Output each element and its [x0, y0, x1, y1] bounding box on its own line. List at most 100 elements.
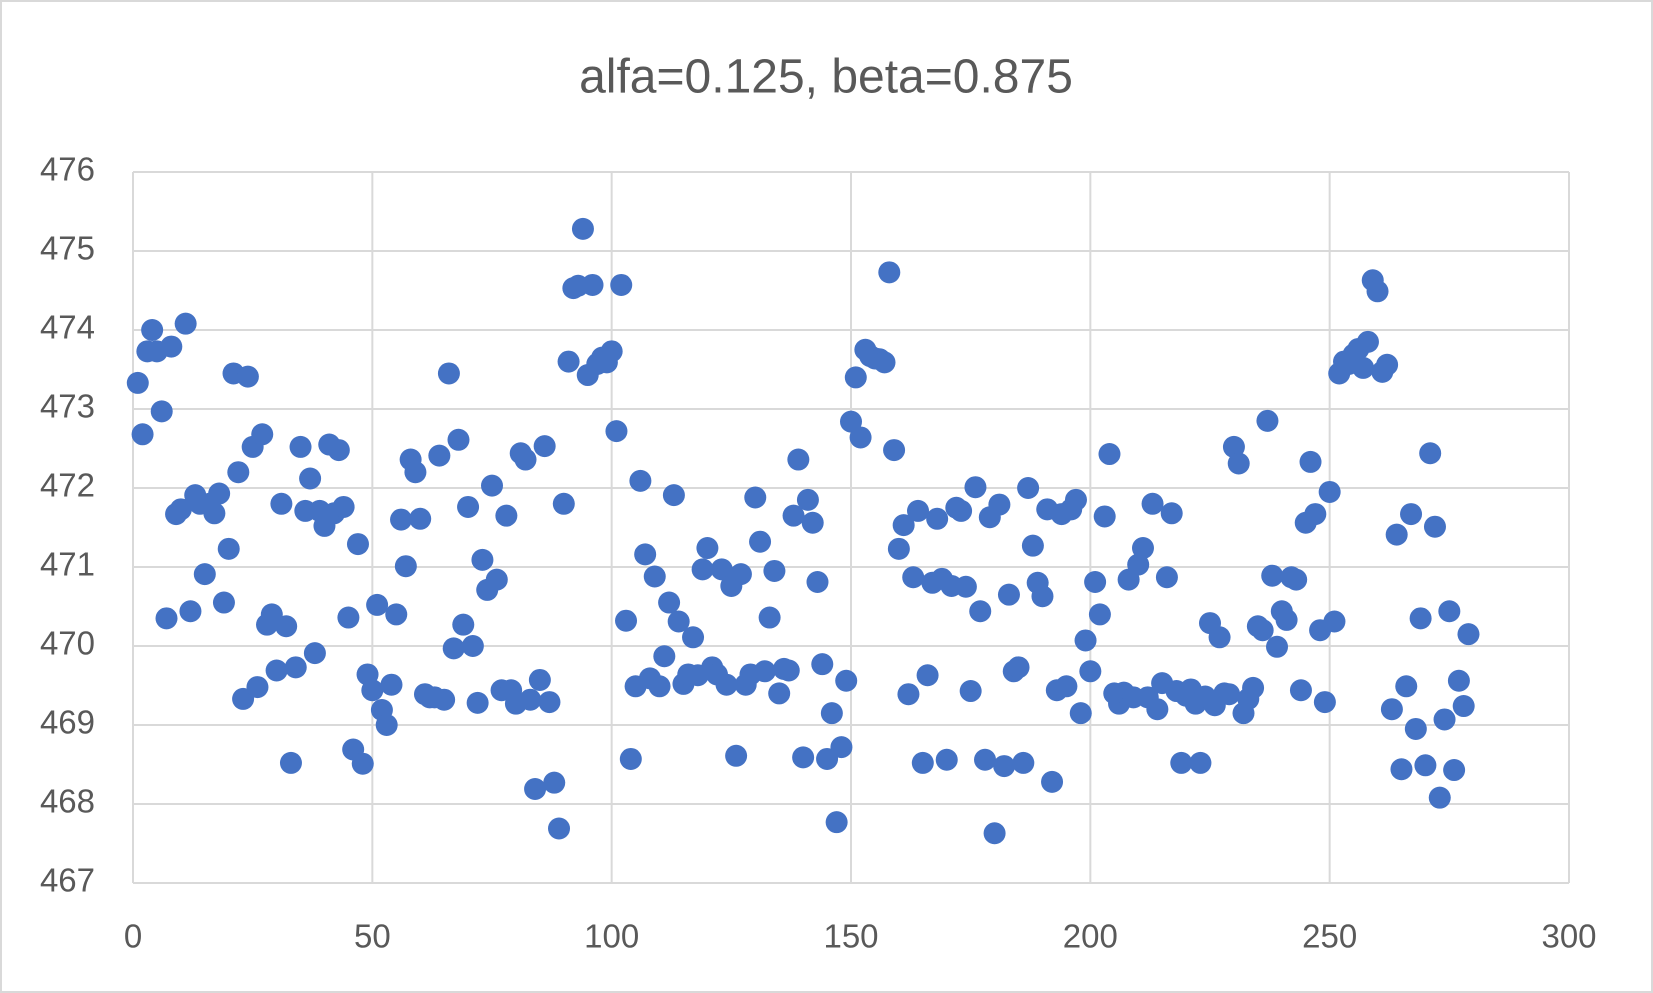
data-point — [806, 571, 829, 594]
data-point — [658, 591, 681, 614]
data-point — [820, 702, 843, 725]
data-point — [581, 273, 604, 296]
data-point — [1266, 635, 1289, 658]
data-point — [959, 680, 982, 703]
data-point — [1256, 409, 1279, 432]
data-point — [619, 747, 642, 770]
data-point — [744, 486, 767, 509]
data-point — [1438, 600, 1461, 623]
data-point — [887, 537, 910, 560]
data-point — [1131, 537, 1154, 560]
data-point — [1098, 443, 1121, 466]
data-point — [1304, 503, 1327, 526]
data-point — [351, 752, 374, 775]
data-point — [169, 498, 192, 521]
data-point — [1299, 450, 1322, 473]
data-point — [548, 817, 571, 840]
y-tick-label: 472 — [40, 467, 95, 504]
data-point — [911, 751, 934, 774]
data-point — [749, 530, 772, 553]
data-point — [1218, 683, 1241, 706]
data-point — [768, 682, 791, 705]
data-point — [1376, 353, 1399, 376]
data-point — [447, 428, 470, 451]
data-point — [442, 637, 465, 660]
data-point — [969, 600, 992, 623]
data-point — [279, 751, 302, 774]
data-point — [715, 673, 738, 696]
data-point — [667, 610, 690, 633]
data-point — [696, 537, 719, 560]
y-tick-label: 469 — [40, 704, 95, 741]
data-point — [974, 748, 997, 771]
data-point — [1160, 502, 1183, 525]
data-point — [1380, 698, 1403, 721]
y-tick-label: 471 — [40, 546, 95, 583]
data-point — [337, 606, 360, 629]
data-point — [1452, 695, 1475, 718]
data-point — [835, 669, 858, 692]
data-point — [1428, 786, 1451, 809]
data-point — [385, 603, 408, 626]
data-point — [1400, 503, 1423, 526]
data-point — [1423, 515, 1446, 538]
data-point — [1419, 442, 1442, 465]
y-tick-label: 476 — [40, 151, 95, 188]
y-tick-label: 470 — [40, 625, 95, 662]
data-point — [615, 609, 638, 632]
data-point — [155, 607, 178, 630]
data-point — [993, 755, 1016, 778]
y-tick-label: 475 — [40, 230, 95, 267]
data-point — [782, 504, 805, 527]
data-point — [390, 508, 413, 531]
data-point — [610, 273, 633, 296]
data-point — [126, 371, 149, 394]
data-point — [691, 558, 714, 581]
data-point — [605, 420, 628, 443]
data-point — [1074, 629, 1097, 652]
data-point — [270, 492, 293, 515]
data-point — [1433, 708, 1456, 731]
data-point — [662, 484, 685, 507]
data-point — [346, 533, 369, 556]
data-point — [452, 613, 475, 636]
data-point — [428, 444, 451, 467]
data-point — [1127, 553, 1150, 576]
data-point — [1352, 356, 1375, 379]
data-point — [481, 474, 503, 497]
chart-title: alfa=0.125, beta=0.875 — [579, 51, 1073, 104]
data-point — [997, 583, 1020, 606]
data-point — [514, 448, 537, 471]
data-point — [1189, 751, 1212, 774]
data-point — [1313, 691, 1336, 714]
data-point — [1155, 566, 1178, 589]
data-point — [710, 558, 733, 581]
data-point — [1275, 608, 1298, 631]
data-point — [471, 548, 494, 571]
data-point — [543, 771, 566, 794]
data-point — [528, 668, 551, 691]
data-point — [485, 568, 508, 591]
data-point — [236, 365, 259, 388]
data-point — [174, 312, 197, 335]
x-tick-label: 300 — [1541, 918, 1596, 955]
data-point — [1251, 619, 1274, 642]
data-point — [375, 714, 398, 736]
data-point — [1404, 717, 1427, 740]
data-point — [801, 511, 824, 534]
data-point — [361, 679, 384, 702]
data-point — [303, 642, 326, 665]
data-point — [787, 448, 810, 471]
data-point — [150, 400, 173, 423]
data-point — [366, 593, 389, 616]
data-point — [1323, 610, 1346, 633]
data-point — [394, 555, 417, 578]
data-point — [227, 461, 250, 484]
data-point — [193, 563, 216, 586]
data-point — [983, 822, 1006, 845]
data-point — [792, 746, 815, 769]
data-point — [289, 435, 312, 458]
data-point — [437, 362, 460, 385]
data-point — [954, 575, 977, 598]
